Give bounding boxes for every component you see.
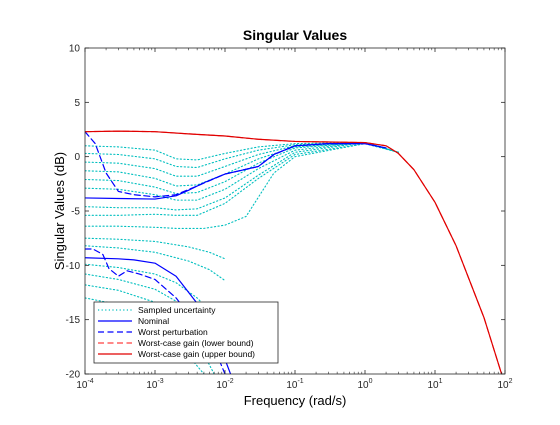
x-tick-exponent: -1 [297, 378, 303, 385]
x-tick-base: 10 [76, 380, 88, 391]
series-line-2-0 [85, 131, 387, 198]
series-line-0-5 [85, 141, 399, 201]
series-line-0-10 [85, 245, 226, 282]
x-tick-exponent: -2 [227, 378, 233, 385]
series-line-4-0 [85, 130, 503, 374]
series-line-0-6 [85, 141, 399, 211]
x-tick-label: 10-3 [146, 378, 163, 391]
series-line-0-11 [85, 263, 238, 353]
series-line-0-3 [85, 141, 399, 187]
x-tick-exponent: 1 [439, 378, 443, 385]
y-tick-label: 0 [74, 152, 80, 163]
y-tick-label: -20 [66, 370, 81, 381]
x-tick-base: 10 [286, 380, 298, 391]
y-tick-label: -10 [66, 261, 81, 272]
series-line-0-9 [85, 237, 226, 260]
x-tick-exponent: -3 [157, 378, 163, 385]
x-tick-exponent: 0 [369, 378, 373, 385]
legend-label: Worst-case gain (upper bound) [138, 349, 255, 359]
y-tick-label: 5 [74, 98, 80, 109]
legend-box [93, 301, 279, 364]
x-tick-label: 101 [427, 378, 442, 391]
x-tick-label: 100 [357, 378, 372, 391]
x-tick-base: 10 [427, 380, 439, 391]
y-tick-label: -5 [71, 207, 80, 218]
x-tick-base: 10 [497, 380, 509, 391]
x-tick-base: 10 [146, 380, 158, 391]
x-tick-label: 10-1 [286, 378, 303, 391]
y-axis-label: Singular Values (dB) [52, 152, 67, 270]
x-tick-base: 10 [216, 380, 228, 391]
x-tick-label: 10-4 [76, 378, 93, 391]
legend-label: Sampled uncertainty [138, 305, 216, 315]
y-tick-label: 10 [69, 44, 81, 55]
legend-label: Worst-case gain (lower bound) [138, 338, 254, 348]
x-tick-label: 10-2 [216, 378, 233, 391]
x-tick-base: 10 [357, 380, 369, 391]
chart-title: Singular Values [243, 27, 347, 43]
series-line-0-8 [85, 143, 399, 229]
y-tick-label: -15 [66, 315, 81, 326]
x-tick-exponent: 2 [509, 378, 513, 385]
series-line-0-4 [85, 141, 399, 195]
legend-label: Worst perturbation [138, 327, 208, 337]
legend-label: Nominal [138, 316, 169, 326]
x-tick-label: 102 [497, 378, 512, 391]
x-axis-label: Frequency (rad/s) [244, 393, 347, 408]
series-line-0-7 [85, 143, 399, 216]
x-tick-exponent: -4 [87, 378, 93, 385]
